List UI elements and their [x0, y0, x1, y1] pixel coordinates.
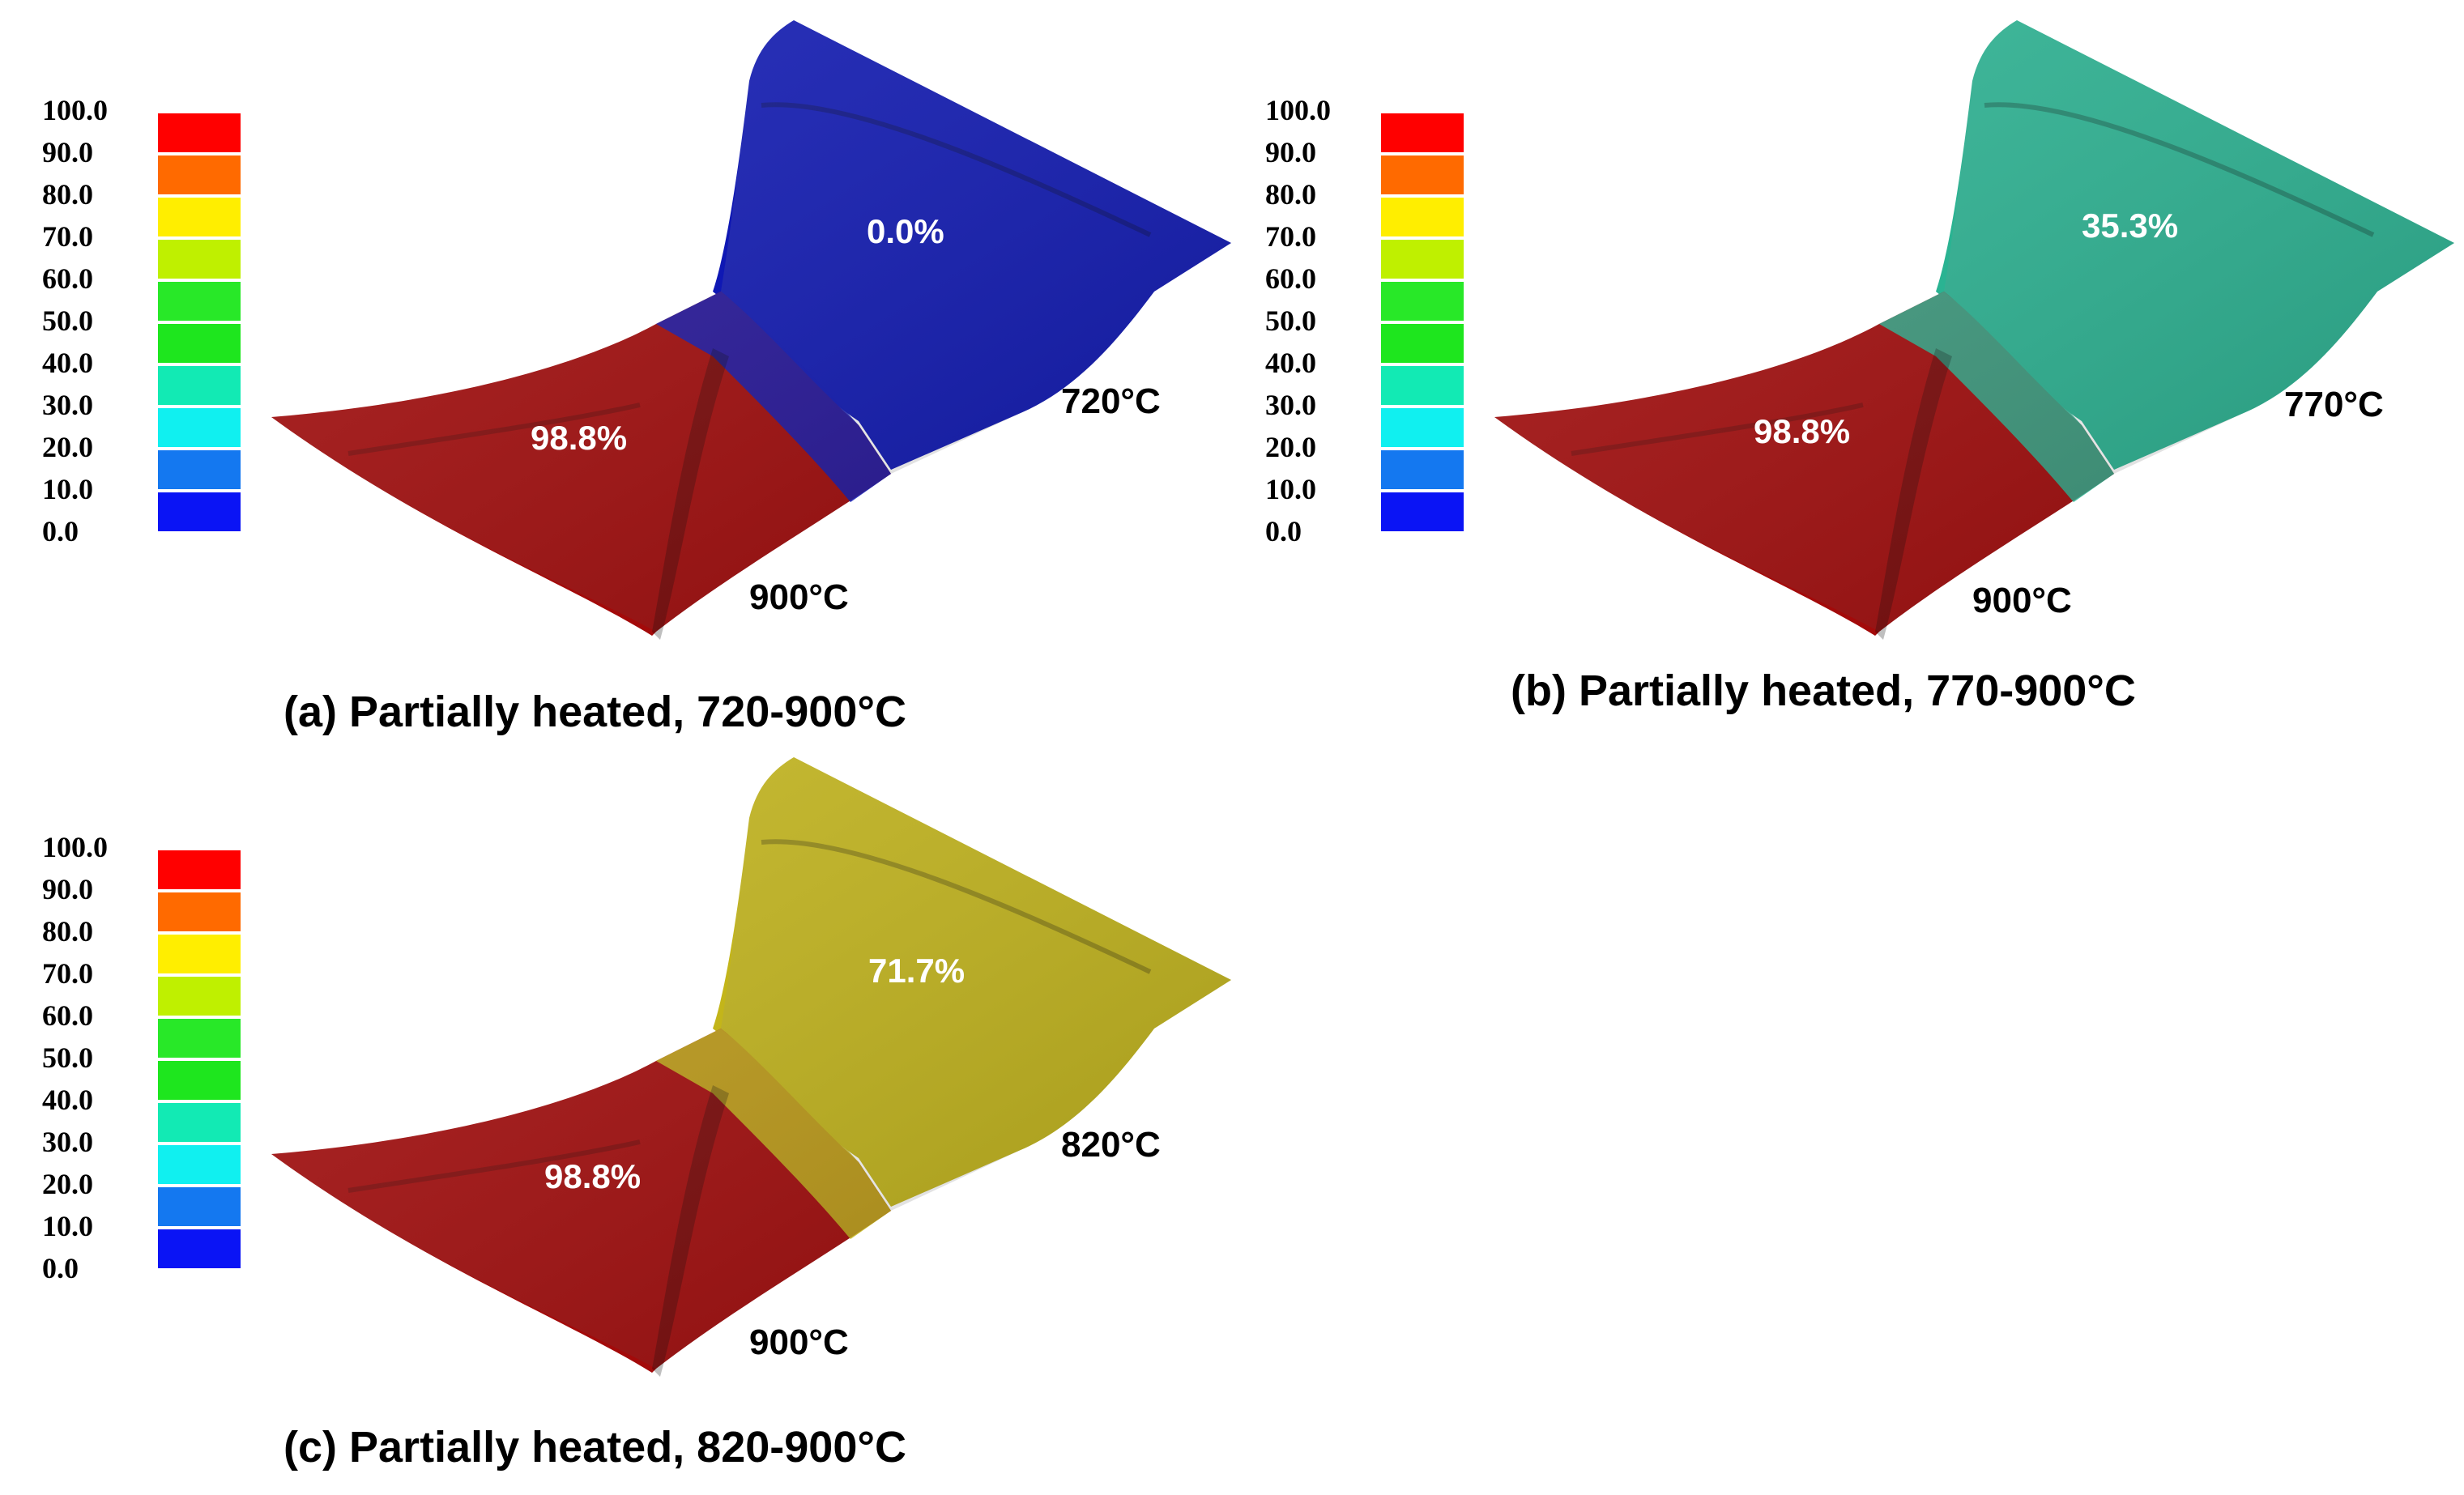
- scale-swatch: [158, 1229, 241, 1270]
- scale-swatch: [158, 850, 241, 891]
- scale-swatch: [158, 1103, 241, 1144]
- cool-temp-label: 820°C: [1061, 1125, 1161, 1165]
- legend-label: 70.0: [1265, 220, 1316, 253]
- legend-label: 0.0: [42, 1252, 79, 1284]
- legend-label: 70.0: [42, 957, 93, 990]
- legend-label: 0.0: [42, 515, 79, 547]
- legend-label: 60.0: [1265, 262, 1316, 295]
- legend-label: 100.0: [1265, 94, 1331, 126]
- scale-swatch: [1381, 198, 1464, 238]
- scale-swatch: [1381, 240, 1464, 280]
- panel-c: 100.0 90.0 80.0 70.0 60.0 50.0 40.0 30.0…: [0, 737, 1231, 1472]
- hot-temp-label: 900°C: [1972, 581, 2072, 620]
- hot-value-label: 98.8%: [1754, 412, 1851, 450]
- legend-label: 90.0: [42, 136, 93, 168]
- legend-label: 40.0: [1265, 347, 1316, 379]
- legend-label: 90.0: [1265, 136, 1316, 168]
- legend-label: 60.0: [42, 999, 93, 1032]
- cool-value-label: 35.3%: [2082, 207, 2179, 245]
- legend-label: 10.0: [42, 473, 93, 505]
- scale-swatch: [158, 240, 241, 280]
- part-shape: [271, 20, 1231, 640]
- legend-label: 20.0: [42, 431, 93, 463]
- legend-label: 100.0: [42, 831, 108, 863]
- part-shape: [271, 757, 1231, 1377]
- surface-shading: [271, 20, 1231, 632]
- surface-shading: [1494, 20, 2454, 632]
- legend-label: 50.0: [1265, 305, 1316, 337]
- panel-caption: (b) Partially heated, 770-900°C: [1511, 667, 2136, 715]
- color-scale-bar: [1381, 113, 1464, 536]
- panel-b: 100.0 90.0 80.0 70.0 60.0 50.0 40.0 30.0…: [1223, 0, 2454, 729]
- scale-swatch: [158, 450, 241, 491]
- color-scale-bar: [158, 850, 241, 1273]
- legend-label: 40.0: [42, 347, 93, 379]
- legend-label: 50.0: [42, 305, 93, 337]
- scale-swatch: [158, 977, 241, 1017]
- cool-temp-label: 770°C: [2284, 385, 2384, 424]
- scale-swatch: [158, 892, 241, 933]
- scale-swatch: [158, 492, 241, 533]
- panel-a: 100.0 90.0 80.0 70.0 60.0 50.0 40.0 30.0…: [0, 0, 1231, 734]
- hot-value-label: 98.8%: [531, 419, 628, 457]
- surface-shading: [271, 757, 1231, 1369]
- panel-caption: (a) Partially heated, 720-900°C: [283, 688, 906, 736]
- scale-swatch: [158, 198, 241, 238]
- cool-value-label: 0.0%: [867, 212, 944, 250]
- legend-label: 80.0: [42, 178, 93, 211]
- scale-swatch: [1381, 492, 1464, 533]
- cool-value-label: 71.7%: [868, 952, 966, 990]
- scale-swatch: [1381, 155, 1464, 196]
- panel-caption: (c) Partially heated, 820-900°C: [283, 1423, 906, 1472]
- scale-swatch: [1381, 282, 1464, 322]
- scale-swatch: [158, 1145, 241, 1186]
- scale-swatch: [1381, 366, 1464, 407]
- scale-swatch: [1381, 324, 1464, 364]
- scale-swatch: [158, 408, 241, 449]
- scale-swatch: [1381, 450, 1464, 491]
- scale-swatch: [1381, 113, 1464, 154]
- legend-label: 80.0: [42, 915, 93, 948]
- legend-label: 30.0: [42, 1126, 93, 1158]
- color-scale-bar: [158, 113, 241, 536]
- scale-swatch: [158, 113, 241, 154]
- hot-temp-label: 900°C: [749, 1322, 849, 1362]
- legend-label: 0.0: [1265, 515, 1302, 547]
- legend-label: 50.0: [42, 1041, 93, 1074]
- hot-value-label: 98.8%: [544, 1157, 642, 1195]
- legend-label: 60.0: [42, 262, 93, 295]
- scale-swatch: [158, 282, 241, 322]
- cool-temp-label: 720°C: [1061, 381, 1161, 421]
- scale-swatch: [158, 935, 241, 975]
- legend-label: 30.0: [1265, 389, 1316, 421]
- legend-label: 80.0: [1265, 178, 1316, 211]
- legend-label: 10.0: [1265, 473, 1316, 505]
- legend-label: 20.0: [1265, 431, 1316, 463]
- scale-swatch: [158, 1061, 241, 1101]
- scale-swatch: [158, 155, 241, 196]
- scale-swatch: [158, 366, 241, 407]
- hot-temp-label: 900°C: [749, 577, 849, 617]
- legend-label: 70.0: [42, 220, 93, 253]
- scale-swatch: [158, 1019, 241, 1059]
- scale-swatch: [158, 324, 241, 364]
- legend-label: 10.0: [42, 1210, 93, 1242]
- legend-label: 100.0: [42, 94, 108, 126]
- legend-label: 20.0: [42, 1168, 93, 1200]
- legend-label: 90.0: [42, 873, 93, 905]
- legend-label: 30.0: [42, 389, 93, 421]
- scale-swatch: [1381, 408, 1464, 449]
- part-shape: [1494, 20, 2454, 640]
- scale-swatch: [158, 1187, 241, 1228]
- legend-label: 40.0: [42, 1084, 93, 1116]
